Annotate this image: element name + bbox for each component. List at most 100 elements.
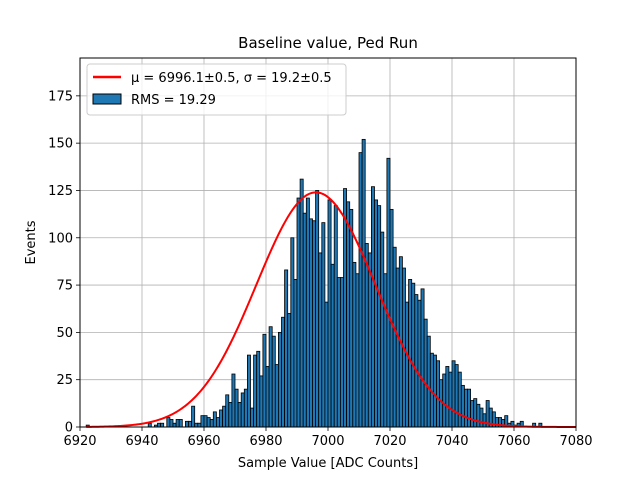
histogram-bar <box>420 288 425 428</box>
histogram-bar <box>246 354 251 428</box>
histogram-bar <box>395 267 400 428</box>
histogram-bar <box>302 212 307 428</box>
y-axis-ticks: 0 25 50 75 100 125 150 175 <box>48 89 80 436</box>
histogram-bar <box>172 422 177 428</box>
x-tick-label: 7040 <box>435 434 468 449</box>
histogram-bar <box>268 326 273 428</box>
histogram-bar <box>203 415 208 428</box>
histogram-bar <box>169 419 174 428</box>
histogram-bar <box>432 354 437 428</box>
histogram-bar <box>392 246 397 428</box>
histogram-bar <box>408 278 413 428</box>
x-tick-label: 7020 <box>373 434 406 449</box>
histogram-bar <box>343 188 347 428</box>
histogram-bar <box>333 205 338 428</box>
histogram-bar <box>166 417 171 428</box>
histogram-bar <box>293 278 298 428</box>
y-tick-label: 75 <box>56 279 73 294</box>
histogram-bar <box>265 366 270 428</box>
histogram-bar <box>364 243 369 428</box>
histogram-bar <box>209 419 214 428</box>
histogram-bar <box>367 252 372 428</box>
histogram-bar <box>274 364 279 428</box>
histogram-bar <box>191 405 196 428</box>
y-tick-label: 25 <box>56 373 73 388</box>
histogram-bar <box>473 398 478 428</box>
histogram-bar <box>277 331 282 428</box>
gaussian-fit-curve <box>86 191 576 428</box>
histogram-bar <box>370 186 375 428</box>
histogram-bars <box>85 138 543 428</box>
histogram-bar <box>336 277 341 428</box>
histogram-bar <box>318 252 323 428</box>
histogram-bar <box>467 388 471 428</box>
histogram-bar <box>405 301 409 428</box>
histogram-bar <box>296 197 301 428</box>
histogram-bar <box>225 394 230 428</box>
y-tick-label: 150 <box>48 137 73 152</box>
histogram-bar <box>219 409 223 428</box>
histogram-bar <box>321 222 326 428</box>
histogram-bar <box>358 152 363 428</box>
y-tick-label: 100 <box>48 231 73 246</box>
histogram-bar <box>194 422 199 428</box>
histogram-bar <box>184 420 189 428</box>
y-tick-label: 0 <box>65 421 73 436</box>
histogram-bar <box>457 371 462 428</box>
histogram-bar <box>349 208 354 428</box>
histogram-bar <box>240 392 245 428</box>
histogram-bar <box>377 205 382 428</box>
histogram-bar <box>463 388 468 428</box>
histogram-bar <box>212 411 217 428</box>
x-tick-label: 6940 <box>125 434 158 449</box>
histogram-bar <box>160 422 165 428</box>
x-axis-label: Sample Value [ADC Counts] <box>238 456 418 471</box>
histogram-bar <box>479 407 484 428</box>
histogram-bar <box>414 294 419 428</box>
histogram-bar <box>352 261 357 428</box>
y-tick-label: 125 <box>48 184 73 199</box>
histogram-bar <box>355 273 360 428</box>
histogram-bar <box>454 364 459 428</box>
histogram-bar <box>243 388 248 428</box>
histogram-bar <box>436 360 440 428</box>
histogram-bar <box>451 360 456 428</box>
histogram-bar <box>256 350 261 428</box>
legend-box <box>86 63 347 116</box>
legend-hist-swatch <box>92 93 122 105</box>
histogram-bar <box>383 273 388 428</box>
histogram-bar <box>234 388 239 428</box>
histogram-bar <box>287 313 292 428</box>
histogram-bar <box>222 405 227 428</box>
histogram-bar <box>327 199 332 428</box>
histogram-bar <box>426 335 431 428</box>
histogram-bar <box>339 277 344 428</box>
y-tick-label: 50 <box>56 326 73 341</box>
histogram-bar <box>482 413 487 428</box>
histogram-bar <box>448 371 453 428</box>
histogram-bar <box>271 335 276 428</box>
histogram-bar <box>308 218 313 428</box>
y-tick-label: 175 <box>48 89 73 104</box>
histogram-bar <box>259 375 264 428</box>
histogram-bar <box>386 157 391 428</box>
x-tick-label: 6920 <box>63 434 96 449</box>
histogram-bar <box>206 417 211 428</box>
histogram-bar <box>442 373 447 428</box>
x-tick-label: 6960 <box>187 434 220 449</box>
histogram-bar <box>312 220 316 428</box>
histogram-bar <box>200 415 205 428</box>
histogram-bar <box>281 316 285 428</box>
histogram-bar <box>197 422 202 428</box>
histogram-bar <box>417 299 422 428</box>
histogram-bar <box>423 318 428 428</box>
chart-title: Baseline value, Ped Run <box>238 34 418 52</box>
histogram-bar <box>231 373 236 428</box>
x-tick-label: 7080 <box>559 434 592 449</box>
histogram-bar <box>470 400 475 428</box>
histogram-bar <box>250 407 254 428</box>
histogram-bar <box>188 420 192 428</box>
histogram-bar <box>361 138 366 428</box>
legend-hist-label: RMS = 19.29 <box>131 93 216 108</box>
